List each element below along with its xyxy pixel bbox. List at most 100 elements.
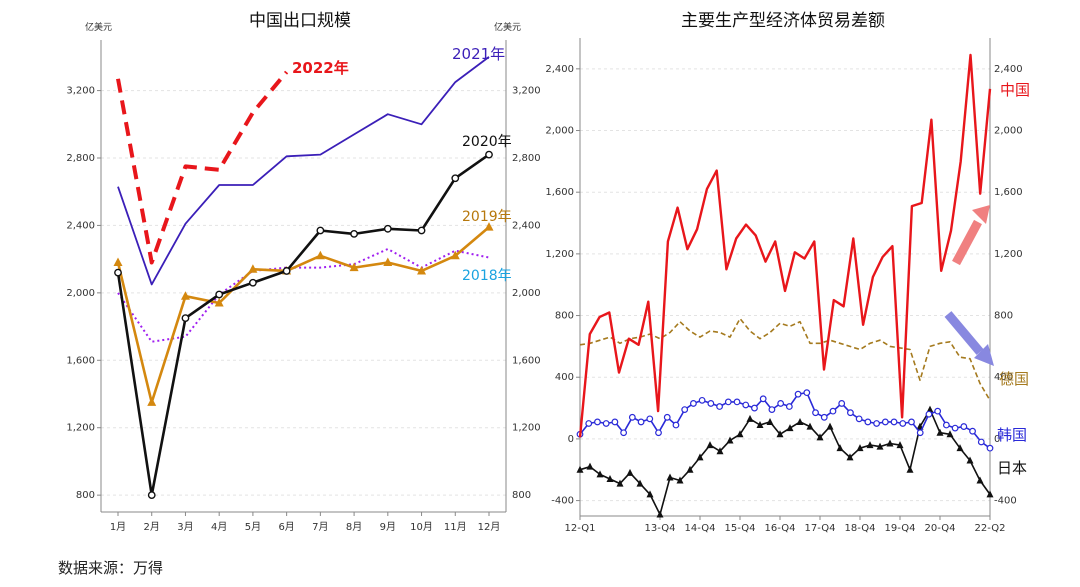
data-point <box>906 465 914 473</box>
left-series <box>113 56 494 500</box>
data-point <box>856 444 864 452</box>
x-tick-label: 12月 <box>478 521 501 533</box>
data-point <box>724 398 732 406</box>
y-tick-label: 3,200 <box>512 86 541 97</box>
right-chart-title: 主要生产型经济体贸易差额 <box>681 11 885 31</box>
x-tick-label: 3月 <box>177 521 193 533</box>
data-point <box>736 430 744 438</box>
series-line-2019年 <box>116 226 490 404</box>
data-point <box>594 418 601 426</box>
data-point <box>646 490 654 498</box>
data-point <box>946 430 954 438</box>
data-point <box>899 420 907 427</box>
data-point <box>663 413 671 421</box>
data-point <box>751 404 758 412</box>
data-point <box>707 400 715 407</box>
label-2022: 2022年 <box>292 59 349 77</box>
y-tick-label: 2,400 <box>512 220 541 231</box>
y-tick-label: 2,400 <box>545 64 574 75</box>
data-point <box>576 465 584 473</box>
data-point <box>628 413 636 421</box>
series-line-日本 <box>579 408 991 516</box>
data-point <box>876 442 884 450</box>
data-point <box>485 150 493 159</box>
data-point <box>977 438 985 446</box>
y-tick-label: 2,400 <box>994 64 1023 75</box>
y-tick-label: 400 <box>994 372 1013 383</box>
data-point <box>690 400 697 407</box>
y-tick-label: 2,800 <box>66 153 95 164</box>
x-tick-label: 20-Q4 <box>925 523 956 534</box>
x-tick-label: 13-Q4 <box>645 523 676 534</box>
y-tick-label: 2,000 <box>66 288 95 299</box>
x-tick-label: 8月 <box>346 521 362 533</box>
data-point <box>656 510 664 518</box>
right-unit-label: 亿美元 <box>494 21 521 33</box>
data-point <box>976 476 984 484</box>
series-line-2021年 <box>117 56 490 286</box>
x-tick-label: 9月 <box>380 521 396 533</box>
y-tick-label: 2,400 <box>66 220 95 231</box>
label-2018: 2018年 <box>462 268 512 284</box>
y-tick-label: 2,000 <box>512 288 541 299</box>
data-point <box>951 424 959 432</box>
data-point <box>925 410 933 418</box>
data-point <box>315 250 325 260</box>
data-point <box>864 418 872 426</box>
data-point <box>986 444 994 452</box>
data-point <box>113 257 123 267</box>
data-point <box>636 479 644 487</box>
trade-balance-chart: 主要生产型经济体贸易差额 -400 0 400 800 1,200 1,600 2,000 2… <box>545 11 1030 534</box>
y-tick-label: -400 <box>551 496 574 507</box>
data-point <box>676 476 684 484</box>
data-point <box>873 420 880 427</box>
data-point <box>812 409 819 417</box>
data-point <box>686 465 694 473</box>
data-point <box>450 250 460 260</box>
data-point <box>596 470 604 478</box>
label-japan: 日本 <box>997 459 1027 477</box>
down-arrow-head <box>974 344 994 366</box>
data-point <box>696 453 704 461</box>
china-export-chart: 中国出口规模 亿美元 亿美元 800 1,200 1,600 2,000 2,400 2,… <box>66 11 540 533</box>
x-tick-labels: 1月 2月 3月 4月 5月 6月 7月 8月 9月 10月 11月 12月 <box>110 512 501 533</box>
data-point <box>759 395 767 403</box>
x-tick-label: 7月 <box>312 521 328 533</box>
data-point <box>616 479 624 487</box>
y-tick-label: 3,200 <box>66 86 95 97</box>
data-point <box>681 406 689 414</box>
data-point <box>896 441 904 449</box>
r-x-tick-labels: 12-Q1 13-Q4 14-Q4 15-Q4 16-Q4 17-Q4 18-Q4 19-Q4… <box>565 516 1005 534</box>
y-tick-label: 800 <box>512 490 531 501</box>
series-line-中国 <box>578 53 992 438</box>
data-point <box>726 436 734 444</box>
data-point <box>826 422 834 430</box>
right-y-tick-labels: 800 1,200 1,600 2,000 2,400 2,800 3,200 <box>512 86 541 502</box>
data-point <box>349 262 359 272</box>
data-point <box>383 257 393 267</box>
x-tick-label: 11月 <box>444 521 467 533</box>
data-point <box>248 264 258 273</box>
data-point <box>181 314 190 323</box>
x-tick-label: 5月 <box>245 521 261 533</box>
data-point <box>585 420 593 427</box>
left-series-labels: 2022年 2021年 2020年 2019年 2018年 <box>292 45 512 284</box>
data-point <box>794 390 802 398</box>
y-tick-label: 2,800 <box>512 153 541 164</box>
left-chart-title: 中国出口规模 <box>249 11 351 31</box>
data-point <box>637 418 645 426</box>
right-series-labels: 中国 德国 韩国 日本 <box>997 81 1030 477</box>
data-point <box>786 424 794 432</box>
data-point <box>803 389 811 397</box>
up-arrow-shaft <box>952 219 982 266</box>
data-point <box>716 403 723 410</box>
x-tick-label: 4月 <box>211 521 227 533</box>
data-point <box>969 427 976 435</box>
y-tick-label: 400 <box>555 372 574 383</box>
data-point <box>698 396 706 404</box>
left-gridlines <box>97 90 506 496</box>
series-line-2022年 <box>116 70 289 265</box>
data-point <box>836 444 844 452</box>
data-point <box>214 297 224 307</box>
